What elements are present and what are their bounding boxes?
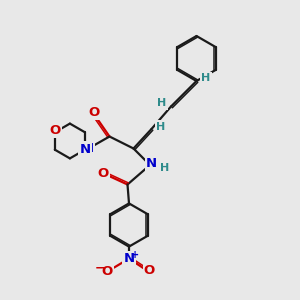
Text: −: −: [95, 262, 105, 275]
Text: N: N: [146, 157, 157, 170]
Text: H: H: [156, 122, 165, 132]
Text: H: H: [160, 163, 169, 173]
Text: N: N: [83, 142, 94, 155]
Text: N: N: [80, 143, 91, 156]
Text: O: O: [101, 265, 113, 278]
Text: H: H: [202, 73, 211, 83]
Text: O: O: [98, 167, 109, 180]
Text: N: N: [123, 252, 135, 265]
Text: O: O: [49, 124, 61, 137]
Text: H: H: [158, 98, 166, 109]
Text: O: O: [88, 106, 99, 119]
Text: O: O: [144, 264, 155, 277]
Text: +: +: [131, 250, 139, 260]
